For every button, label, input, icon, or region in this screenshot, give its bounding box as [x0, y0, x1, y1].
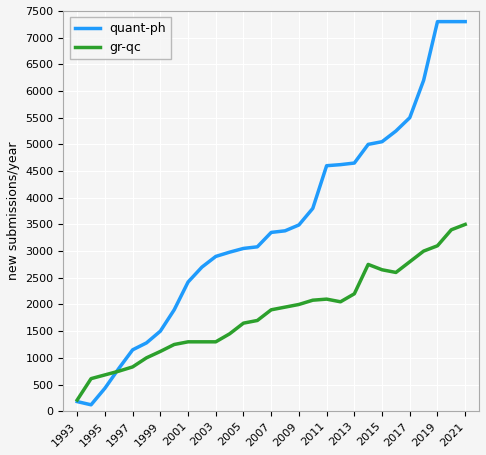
- gr-qc: [296, 302, 302, 307]
- gr-qc: [102, 372, 108, 378]
- gr-qc: [255, 318, 260, 323]
- gr-qc: [268, 307, 274, 313]
- gr-qc: [213, 339, 219, 344]
- gr-qc: [116, 369, 122, 374]
- quant-ph: [185, 279, 191, 285]
- gr-qc: [282, 304, 288, 310]
- gr-qc: [241, 320, 246, 326]
- gr-qc: [324, 296, 330, 302]
- quant-ph: [226, 249, 232, 255]
- quant-ph: [171, 307, 177, 313]
- gr-qc: [171, 342, 177, 347]
- Legend: quant-ph, gr-qc: quant-ph, gr-qc: [69, 17, 171, 60]
- gr-qc: [74, 397, 80, 403]
- quant-ph: [338, 162, 344, 167]
- quant-ph: [241, 246, 246, 251]
- quant-ph: [449, 19, 454, 25]
- gr-qc: [379, 267, 385, 273]
- gr-qc: [185, 339, 191, 344]
- gr-qc: [421, 248, 427, 254]
- gr-qc: [143, 355, 149, 360]
- gr-qc: [310, 298, 316, 303]
- gr-qc: [434, 243, 440, 248]
- quant-ph: [421, 78, 427, 83]
- gr-qc: [88, 376, 94, 381]
- quant-ph: [351, 160, 357, 166]
- quant-ph: [74, 399, 80, 404]
- gr-qc: [449, 227, 454, 233]
- gr-qc: [130, 364, 136, 369]
- quant-ph: [116, 366, 122, 371]
- quant-ph: [102, 385, 108, 391]
- Y-axis label: new submissions/year: new submissions/year: [7, 142, 20, 280]
- quant-ph: [282, 228, 288, 233]
- quant-ph: [324, 163, 330, 168]
- gr-qc: [393, 270, 399, 275]
- gr-qc: [226, 331, 232, 337]
- quant-ph: [88, 402, 94, 408]
- quant-ph: [379, 139, 385, 144]
- quant-ph: [143, 340, 149, 346]
- quant-ph: [365, 142, 371, 147]
- quant-ph: [157, 329, 163, 334]
- Line: gr-qc: gr-qc: [77, 224, 465, 400]
- quant-ph: [310, 206, 316, 211]
- quant-ph: [268, 230, 274, 235]
- quant-ph: [462, 19, 468, 25]
- quant-ph: [393, 128, 399, 134]
- gr-qc: [338, 299, 344, 304]
- gr-qc: [157, 349, 163, 354]
- quant-ph: [213, 254, 219, 259]
- quant-ph: [255, 244, 260, 249]
- gr-qc: [407, 259, 413, 264]
- gr-qc: [365, 262, 371, 267]
- Line: quant-ph: quant-ph: [77, 22, 465, 405]
- quant-ph: [199, 264, 205, 270]
- quant-ph: [296, 222, 302, 228]
- gr-qc: [462, 222, 468, 227]
- gr-qc: [199, 339, 205, 344]
- quant-ph: [130, 347, 136, 353]
- quant-ph: [407, 115, 413, 121]
- gr-qc: [351, 291, 357, 297]
- quant-ph: [434, 19, 440, 25]
